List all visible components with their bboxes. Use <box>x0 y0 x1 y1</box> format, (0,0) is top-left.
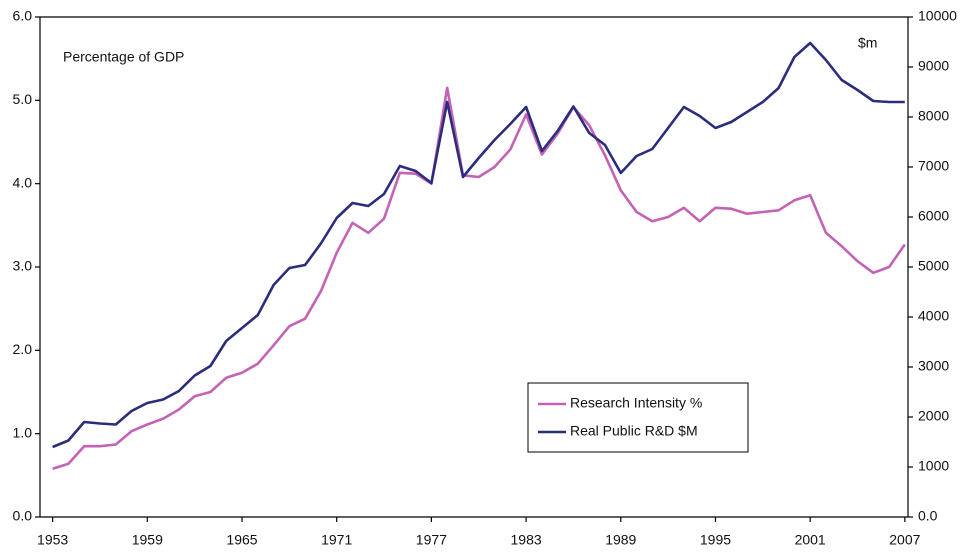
y2-tick-label: 2000 <box>918 408 949 424</box>
y-tick-label: 4.0 <box>13 174 33 190</box>
y2-tick-label: 8000 <box>918 108 949 124</box>
y-tick-label: 3.0 <box>13 258 33 274</box>
y2-tick-label: 10000 <box>918 8 957 24</box>
legend-box <box>527 382 749 453</box>
y2-tick-label: 9000 <box>918 58 949 74</box>
y-tick-label: 0.0 <box>13 508 33 524</box>
y2-tick-label: 7000 <box>918 158 949 174</box>
y-tick-label: 2.0 <box>13 341 33 357</box>
x-tick-label: 1977 <box>416 532 447 548</box>
legend: Research Intensity % Real Public R&D $M <box>527 382 749 453</box>
y-tick-label: 6.0 <box>13 8 33 24</box>
x-tick-label: 1971 <box>321 532 352 548</box>
x-tick-label: 2007 <box>889 532 920 548</box>
y2-tick-label: 5000 <box>918 258 949 274</box>
y2-tick-label: 3000 <box>918 358 949 374</box>
x-tick-label: 1953 <box>37 532 68 548</box>
x-tick-label: 1959 <box>132 532 163 548</box>
y2-tick-label: 1000 <box>918 458 949 474</box>
annotation: Percentage of GDP <box>63 49 184 65</box>
x-tick-label: 1965 <box>226 532 257 548</box>
x-tick-label: 1995 <box>700 532 731 548</box>
legend-label: Real Public R&D $M <box>570 423 698 439</box>
annotation: $m <box>858 35 877 51</box>
series-line <box>52 41 905 449</box>
y-tick-label: 5.0 <box>13 91 33 107</box>
x-tick-label: 2001 <box>795 532 826 548</box>
x-tick-label: 1989 <box>605 532 636 548</box>
y2-tick-label: 0.0 <box>918 508 938 524</box>
y2-tick-label: 6000 <box>918 208 949 224</box>
y-tick-label: 1.0 <box>13 424 33 440</box>
y2-tick-label: 4000 <box>918 308 949 324</box>
series-line <box>52 86 906 470</box>
x-tick-label: 1983 <box>511 532 542 548</box>
legend-label: Research Intensity % <box>570 395 702 411</box>
